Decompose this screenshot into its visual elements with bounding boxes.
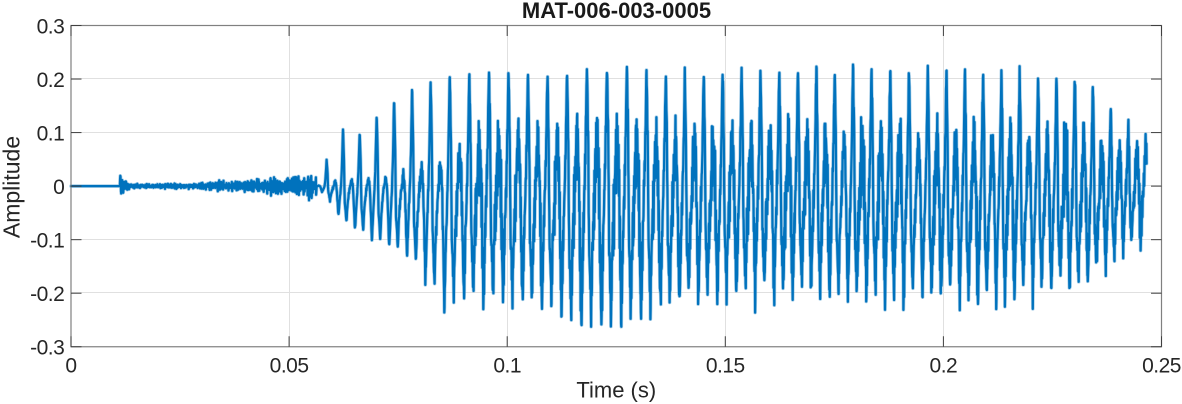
svg-text:0.2: 0.2 <box>37 69 65 92</box>
svg-text:0: 0 <box>53 176 64 199</box>
svg-text:0.15: 0.15 <box>706 355 745 378</box>
svg-text:0.1: 0.1 <box>493 355 521 378</box>
svg-text:0.1: 0.1 <box>37 123 65 146</box>
svg-text:-0.1: -0.1 <box>30 230 64 253</box>
svg-text:0.3: 0.3 <box>37 15 65 38</box>
svg-text:-0.2: -0.2 <box>30 283 64 306</box>
svg-text:-0.3: -0.3 <box>30 337 64 360</box>
svg-text:0: 0 <box>65 355 76 378</box>
svg-text:Time (s): Time (s) <box>576 377 656 402</box>
svg-text:0.05: 0.05 <box>270 355 309 378</box>
svg-text:Amplitude: Amplitude <box>0 136 25 238</box>
svg-text:MAT-006-003-0005: MAT-006-003-0005 <box>522 0 711 23</box>
svg-text:0.25: 0.25 <box>1142 355 1181 378</box>
svg-text:0.2: 0.2 <box>930 355 958 378</box>
